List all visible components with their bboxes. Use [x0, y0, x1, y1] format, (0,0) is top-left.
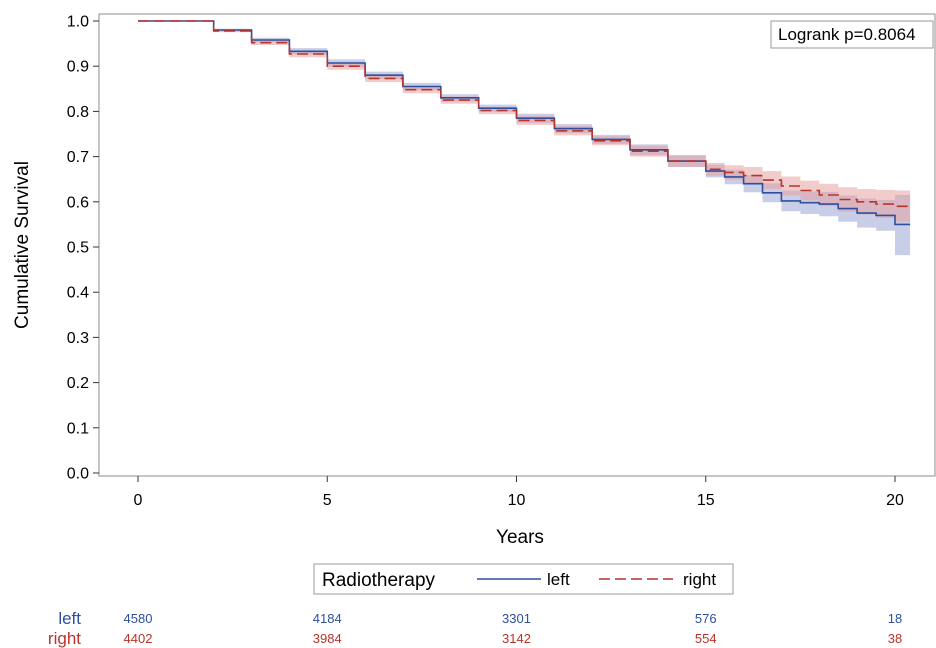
y-tick-label: 0.7 [67, 149, 89, 166]
at-risk-count-left: 4580 [124, 611, 153, 626]
legend: Radiotherapy left right [313, 563, 734, 595]
y-axis: 0.0 0.1 0.2 0.3 0.4 0.5 0.6 0.7 0.8 0.9 1.0 [67, 14, 99, 483]
at-risk-row-label-right: right [48, 629, 81, 648]
y-tick-label: 0.9 [67, 59, 89, 76]
x-tick-label: 10 [508, 492, 526, 509]
y-tick-label: 0.0 [67, 466, 89, 483]
at-risk-table: left 4580 4184 3301 576 18 right 4402 3984 3142 55… [48, 609, 902, 648]
at-risk-count-left: 4184 [313, 611, 342, 626]
y-tick-label: 0.5 [67, 240, 89, 257]
x-tick-label: 0 [134, 492, 143, 509]
survival-curves [138, 20, 911, 226]
legend-label-right: right [683, 570, 716, 589]
at-risk-row-label-left: left [58, 609, 81, 628]
y-tick-label: 0.8 [67, 104, 89, 121]
y-tick-label: 1.0 [67, 14, 89, 31]
at-risk-count-right: 3984 [313, 631, 342, 646]
x-axis-title: Years [496, 527, 544, 548]
y-tick-label: 0.6 [67, 194, 89, 211]
at-risk-count-right: 3142 [502, 631, 531, 646]
x-tick-label: 20 [886, 492, 904, 509]
at-risk-count-right: 4402 [124, 631, 153, 646]
legend-label-left: left [547, 570, 570, 589]
y-tick-label: 0.1 [67, 420, 89, 437]
y-tick-label: 0.3 [67, 330, 89, 347]
logrank-annotation: Logrank p=0.8064 [778, 25, 916, 44]
x-axis: 0 5 10 15 20 [134, 476, 904, 509]
at-risk-count-left: 3301 [502, 611, 531, 626]
at-risk-count-left: 576 [695, 611, 717, 626]
x-tick-label: 15 [697, 492, 715, 509]
y-tick-label: 0.4 [67, 285, 89, 302]
logrank-box-border [770, 20, 934, 49]
y-axis-title: Cumulative Survival [12, 161, 33, 329]
legend-title: Radiotherapy [322, 570, 436, 591]
at-risk-count-right: 38 [888, 631, 902, 646]
at-risk-count-left: 18 [888, 611, 902, 626]
survival-line-right [138, 20, 911, 208]
logrank-box: Logrank p=0.8064 [770, 20, 934, 49]
at-risk-count-right: 554 [695, 631, 717, 646]
x-tick-label: 5 [323, 492, 332, 509]
y-tick-label: 0.2 [67, 375, 89, 392]
survival-line-left [138, 20, 911, 226]
